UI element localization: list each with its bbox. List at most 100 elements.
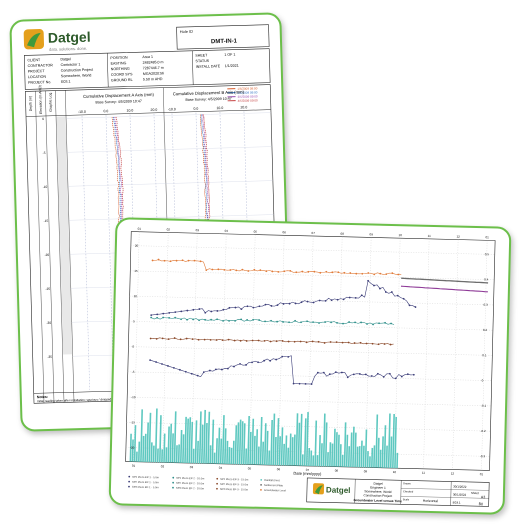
tb-project: Construction Project — [363, 493, 392, 498]
series-point — [340, 371, 343, 374]
x-tick-bottom: 12 — [451, 471, 455, 475]
rainfall-bar — [198, 411, 202, 464]
rainfall-bar — [219, 438, 223, 464]
legend-entry: Settlement Plate — [264, 483, 284, 487]
rainfall-bar — [261, 441, 265, 465]
series-point — [247, 270, 250, 272]
info-value: Datgel — [60, 57, 71, 61]
series-point — [215, 339, 218, 341]
series-point — [257, 339, 260, 342]
series-point — [193, 259, 196, 262]
x-tick-top: 03 — [196, 228, 200, 232]
rainfall-bar — [299, 413, 303, 466]
series-point — [210, 310, 213, 313]
series-point — [287, 340, 290, 343]
series-point — [252, 306, 255, 309]
series-point — [174, 316, 177, 319]
rainfall-bar — [318, 435, 321, 467]
series-point — [181, 259, 184, 262]
series-point — [185, 337, 188, 340]
series-point — [390, 322, 392, 325]
axis-tick-a: 10.0 — [126, 108, 133, 112]
series-point — [199, 260, 202, 263]
series-point — [337, 271, 340, 274]
series-point — [370, 375, 373, 377]
info-label: CONTRACTOR — [28, 63, 54, 68]
piezometer-series — [149, 258, 489, 385]
tb-location: Somewhere, World — [364, 489, 391, 494]
legend-marker — [172, 486, 174, 489]
title-block: Datgel Datgel Engineer 1 Somewhere, Worl… — [306, 477, 490, 507]
series-point — [372, 323, 374, 326]
series-point — [312, 321, 314, 324]
legend-entry: SP1 Piezo EP-1 - 5.0m — [132, 475, 159, 480]
rainfall-bar — [188, 417, 192, 464]
series-point — [202, 371, 205, 374]
series-point — [276, 304, 279, 306]
rainfall-bar — [282, 443, 285, 466]
series-point — [318, 299, 321, 302]
series-point — [402, 297, 405, 300]
series-point — [406, 373, 409, 376]
rainfall-bar — [242, 423, 246, 465]
series-point — [329, 341, 332, 343]
rainfall-bar — [364, 429, 368, 468]
series-point — [316, 371, 319, 374]
rainfall-bar — [205, 422, 208, 464]
x-tick-bottom: 01 — [132, 464, 136, 468]
info-value: 2482485.0 m — [142, 60, 163, 65]
info-value: 1 OF 1 — [224, 53, 235, 57]
series-point — [323, 342, 326, 344]
series-point — [325, 270, 328, 273]
rainfall-bar — [308, 447, 311, 467]
series-line — [151, 280, 416, 316]
legend-entry: Rainfall (mm) — [264, 478, 280, 482]
rainfall-bar — [387, 413, 391, 468]
x-tick-bottom: 04 — [219, 466, 223, 470]
info-value: Construction Project — [61, 68, 93, 73]
info-label: GROUND RL — [111, 78, 133, 83]
axis-tick-b: 20.0 — [240, 105, 247, 109]
series-point — [173, 337, 176, 339]
series-point — [282, 303, 285, 305]
rainfall-bar — [345, 434, 349, 467]
axis-tick-b: -10.0 — [168, 107, 176, 111]
series-point — [400, 375, 403, 378]
rainfall-bar — [257, 446, 260, 465]
rainfall-bar — [329, 442, 332, 467]
series-point — [300, 321, 302, 324]
series-point — [190, 372, 193, 375]
grid-line — [66, 112, 271, 119]
displacement-curve — [202, 114, 210, 346]
series-point — [263, 359, 266, 362]
grid-line — [68, 214, 274, 221]
rainfall-bar — [253, 435, 256, 465]
tb-drawn-label: Drawn — [403, 481, 411, 485]
series-point — [384, 321, 386, 324]
legend-entry: 3/5/2009 09:00 — [237, 94, 257, 99]
series-point — [180, 318, 183, 321]
rainfall-bar — [379, 449, 382, 468]
x-axis-label: Date (mm/yyyy) — [293, 471, 322, 477]
rainfall-bar — [375, 414, 379, 468]
series-point — [270, 305, 273, 307]
series-point — [269, 340, 272, 343]
tb-sheet-label: Sheet — [471, 491, 479, 495]
rainfall-bar — [217, 427, 221, 464]
rainfall-bar — [144, 433, 147, 463]
info-label: LOCATION — [28, 75, 47, 80]
rainfall-bar — [341, 454, 344, 467]
notes-text: Initial reading taken after installation… — [37, 397, 134, 404]
depth-tick: -20 — [45, 253, 50, 257]
rainfall-bar — [213, 452, 216, 464]
x-tick-bottom: 02 — [161, 464, 165, 468]
series-point — [394, 377, 397, 380]
rainfall-bar — [366, 451, 369, 468]
info-left-block: CLIENT Datgel CONTRACTOR Contractor 1 PROJEC… — [27, 57, 93, 85]
rainfall-bar — [377, 437, 380, 468]
grid-line — [126, 422, 491, 432]
series-point — [257, 361, 259, 364]
series-point — [306, 320, 308, 323]
series-point — [162, 316, 165, 319]
rainfall-bar — [347, 446, 351, 467]
